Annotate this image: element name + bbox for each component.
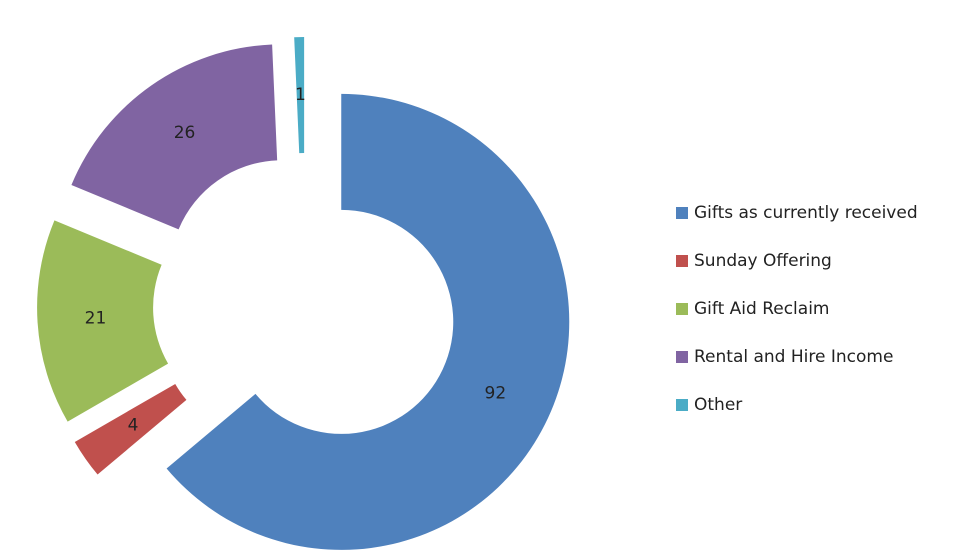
legend-label: Other [694,395,742,415]
legend-swatch [676,207,688,219]
legend-swatch [676,255,688,267]
data-label: 4 [128,415,139,435]
slice [71,44,278,230]
legend-swatch [676,399,688,411]
legend-swatch [676,303,688,315]
legend-label: Sunday Offering [694,251,832,271]
data-label: 1 [295,85,306,105]
data-label: 92 [485,384,507,404]
data-label: 26 [174,123,196,143]
slice [37,220,169,422]
legend-label: Gift Aid Reclaim [694,299,829,319]
slice [74,383,187,475]
legend-label: Rental and Hire Income [694,347,893,367]
legend-label: Gifts as currently received [694,203,918,223]
slice [294,37,305,154]
slice [166,93,570,550]
data-label: 21 [85,309,107,329]
legend-swatch [676,351,688,363]
